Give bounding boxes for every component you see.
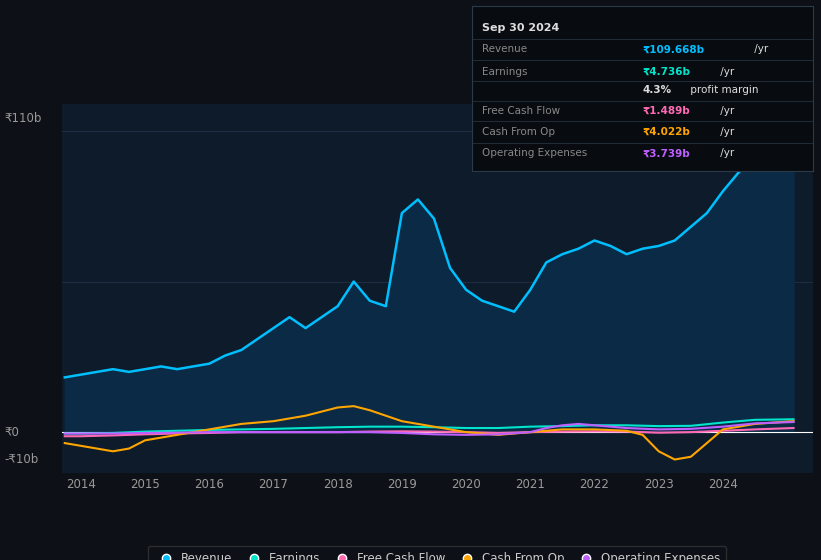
Text: ₹0: ₹0 — [4, 426, 19, 438]
Text: ₹1.489b: ₹1.489b — [643, 105, 690, 115]
Text: ₹110b: ₹110b — [4, 113, 42, 125]
Text: Earnings: Earnings — [482, 67, 528, 77]
Text: ₹4.736b: ₹4.736b — [643, 67, 690, 77]
Text: Revenue: Revenue — [482, 44, 527, 54]
Text: Cash From Op: Cash From Op — [482, 127, 555, 137]
Legend: Revenue, Earnings, Free Cash Flow, Cash From Op, Operating Expenses: Revenue, Earnings, Free Cash Flow, Cash … — [148, 546, 727, 560]
Text: ₹109.668b: ₹109.668b — [643, 44, 704, 54]
Text: ₹4.022b: ₹4.022b — [643, 127, 690, 137]
Text: /yr: /yr — [718, 148, 735, 158]
Text: Operating Expenses: Operating Expenses — [482, 148, 588, 158]
Text: /yr: /yr — [751, 44, 768, 54]
Text: /yr: /yr — [718, 127, 735, 137]
Text: 4.3%: 4.3% — [643, 85, 672, 95]
Text: profit margin: profit margin — [686, 85, 759, 95]
Text: Free Cash Flow: Free Cash Flow — [482, 105, 561, 115]
Text: -₹10b: -₹10b — [4, 453, 39, 466]
Text: /yr: /yr — [718, 67, 735, 77]
Text: /yr: /yr — [718, 105, 735, 115]
Text: Sep 30 2024: Sep 30 2024 — [482, 23, 560, 33]
Text: ₹3.739b: ₹3.739b — [643, 148, 690, 158]
